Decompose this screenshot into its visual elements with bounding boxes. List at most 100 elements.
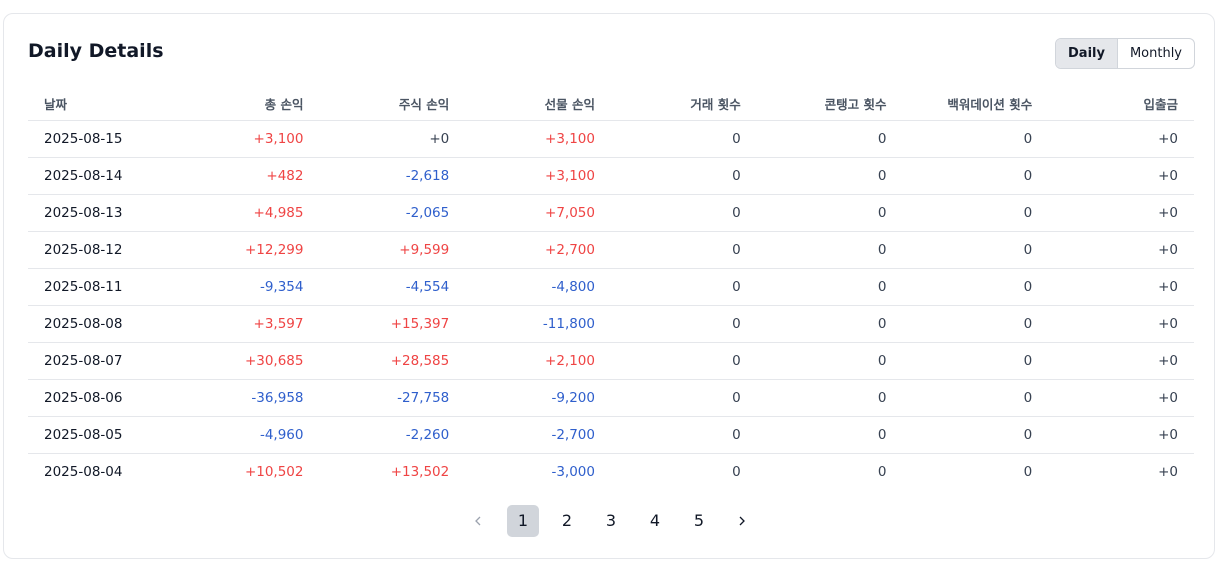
table-cell: 0 [611,268,757,306]
table-cell: 0 [611,157,757,195]
table-cell: 2025-08-07 [28,342,174,380]
table-cell: +0 [1048,416,1194,454]
table-cell: +0 [1048,268,1194,306]
table-row: 2025-08-11 -9,354 -4,554 -4,800 0 0 0 +0 [28,268,1194,306]
toggle-option[interactable]: Daily [1056,39,1117,68]
table-cell: 0 [902,120,1049,158]
table-cell: 0 [756,379,903,417]
table-cell: +30,685 [173,342,320,380]
table-cell: +0 [1048,120,1194,158]
table-cell: -2,618 [319,157,466,195]
table-row: 2025-08-06 -36,958 -27,758 -9,200 0 0 0 +0 [28,379,1194,417]
prev-page[interactable] [474,515,482,527]
view-toggle: Daily Monthly [1055,38,1196,69]
table-cell: 0 [756,157,903,195]
next-page[interactable] [738,515,746,527]
table-cell: 0 [902,416,1049,454]
table-row: 2025-08-05 -4,960 -2,260 -2,700 0 0 0 +0 [28,416,1194,454]
table-cell: 0 [902,194,1049,232]
table-cell: +7,050 [465,194,611,232]
table-cell: +3,100 [465,157,611,195]
table-cell: -27,758 [319,379,466,417]
table-cell: 2025-08-12 [28,231,174,269]
table-cell: 0 [877,464,887,480]
table-cell: 2025-08-05 [28,416,174,454]
table-cell: 0 [611,416,757,454]
table-cell: 2025-08-04 [44,464,123,480]
column-header: 거래 횟수 [611,87,757,121]
table-row: 2025-08-15 +3,100 +0 +3,100 0 0 0 +0 [28,120,1194,158]
table-cell: +4,985 [173,194,320,232]
table-cell: +10,502 [244,464,304,480]
table-cell: 2025-08-08 [28,305,174,343]
table-cell: 0 [756,120,903,158]
table-cell: +0 [319,120,466,158]
table-cell: -4,800 [465,268,611,306]
page-button[interactable]: 2 [561,511,573,530]
table-cell: 0 [902,305,1049,343]
table-cell: +0 [1048,231,1194,269]
table-cell: 2025-08-15 [28,120,174,158]
table-cell: -9,200 [465,379,611,417]
table-cell: -9,354 [173,268,320,306]
table-row: 2025-08-07 +30,685 +28,585 +2,100 0 0 0 +0 [28,342,1194,380]
table-cell: 0 [756,268,903,306]
table-cell: +15,397 [319,305,466,343]
column-header: 입출금 [1048,87,1194,121]
table-row: 2025-08-04 +10,502 +13,502 -3,000 0 0 0 +0 [28,454,1194,491]
table-cell: 0 [611,231,757,269]
table-row: 2025-08-12 +12,299 +9,599 +2,700 0 0 0 +0 [28,231,1194,269]
daily-table: 날짜 총 손익 주식 손익 선물 손익 거래 횟수 콘탱고 횟수 백워데이션 횟수 입출금 20… [28,87,1194,490]
table-cell: 0 [756,305,903,343]
table-cell: 0 [902,231,1049,269]
table-cell: +0 [1048,305,1194,343]
toggle-option[interactable]: Monthly [1116,39,1194,68]
table-cell: 0 [611,379,757,417]
table-cell: 0 [902,342,1049,380]
column-header: 백워데이션 횟수 [902,87,1049,121]
table-cell: +3,597 [173,305,320,343]
table-cell: -11,800 [465,305,611,343]
table-row: 2025-08-13 +4,985 -2,065 +7,050 0 0 0 +0 [28,194,1194,232]
table-cell: -36,958 [173,379,320,417]
header-row: 날짜 총 손익 주식 손익 선물 손익 거래 횟수 콘탱고 횟수 백워데이션 횟수 입출금 [28,87,1194,121]
page-button[interactable]: 1 [507,505,539,537]
table-cell: 0 [756,231,903,269]
table-cell: +0 [1048,379,1194,417]
table-cell: -2,260 [319,416,466,454]
table-cell: 0 [1023,464,1033,480]
table-cell: +0 [1158,464,1178,480]
table-cell: +0 [1048,194,1194,232]
table-cell: 2025-08-06 [28,379,174,417]
table-cell: 0 [902,157,1049,195]
table-cell: 2025-08-14 [28,157,174,195]
table-cell: 2025-08-11 [28,268,174,306]
title: Daily Details [28,40,164,62]
table-cell: -4,960 [173,416,320,454]
table-cell: 0 [902,379,1049,417]
page-button[interactable]: 5 [693,511,705,530]
table-cell: +3,100 [173,120,320,158]
table-cell: -3,000 [551,464,595,480]
card: Daily Details Daily Monthly 날짜 총 손익 주식 손익 선물… [3,13,1215,559]
table-cell: -4,554 [319,268,466,306]
table-cell: -2,700 [465,416,611,454]
column-header: 날짜 [28,87,174,121]
table-cell: 0 [611,305,757,343]
page-button[interactable]: 3 [605,511,617,530]
table-body: 2025-08-15 +3,100 +0 +3,100 0 0 0 +0 2025-08-14 +… [28,120,1194,491]
table-cell: 0 [611,194,757,232]
page-button[interactable]: 4 [649,511,661,530]
table-cell: +28,585 [319,342,466,380]
column-header: 총 손익 [173,87,320,121]
column-header: 콘탱고 횟수 [756,87,903,121]
table-cell: -2,065 [319,194,466,232]
table-row: 2025-08-14 +482 -2,618 +3,100 0 0 0 +0 [28,157,1194,195]
column-header: 주식 손익 [319,87,466,121]
table-cell: 0 [756,342,903,380]
table-row: 2025-08-08 +3,597 +15,397 -11,800 0 0 0 +0 [28,305,1194,343]
column-header: 선물 손익 [465,87,611,121]
table-cell: 0 [611,120,757,158]
table-cell: +0 [1048,342,1194,380]
table-cell: +9,599 [319,231,466,269]
